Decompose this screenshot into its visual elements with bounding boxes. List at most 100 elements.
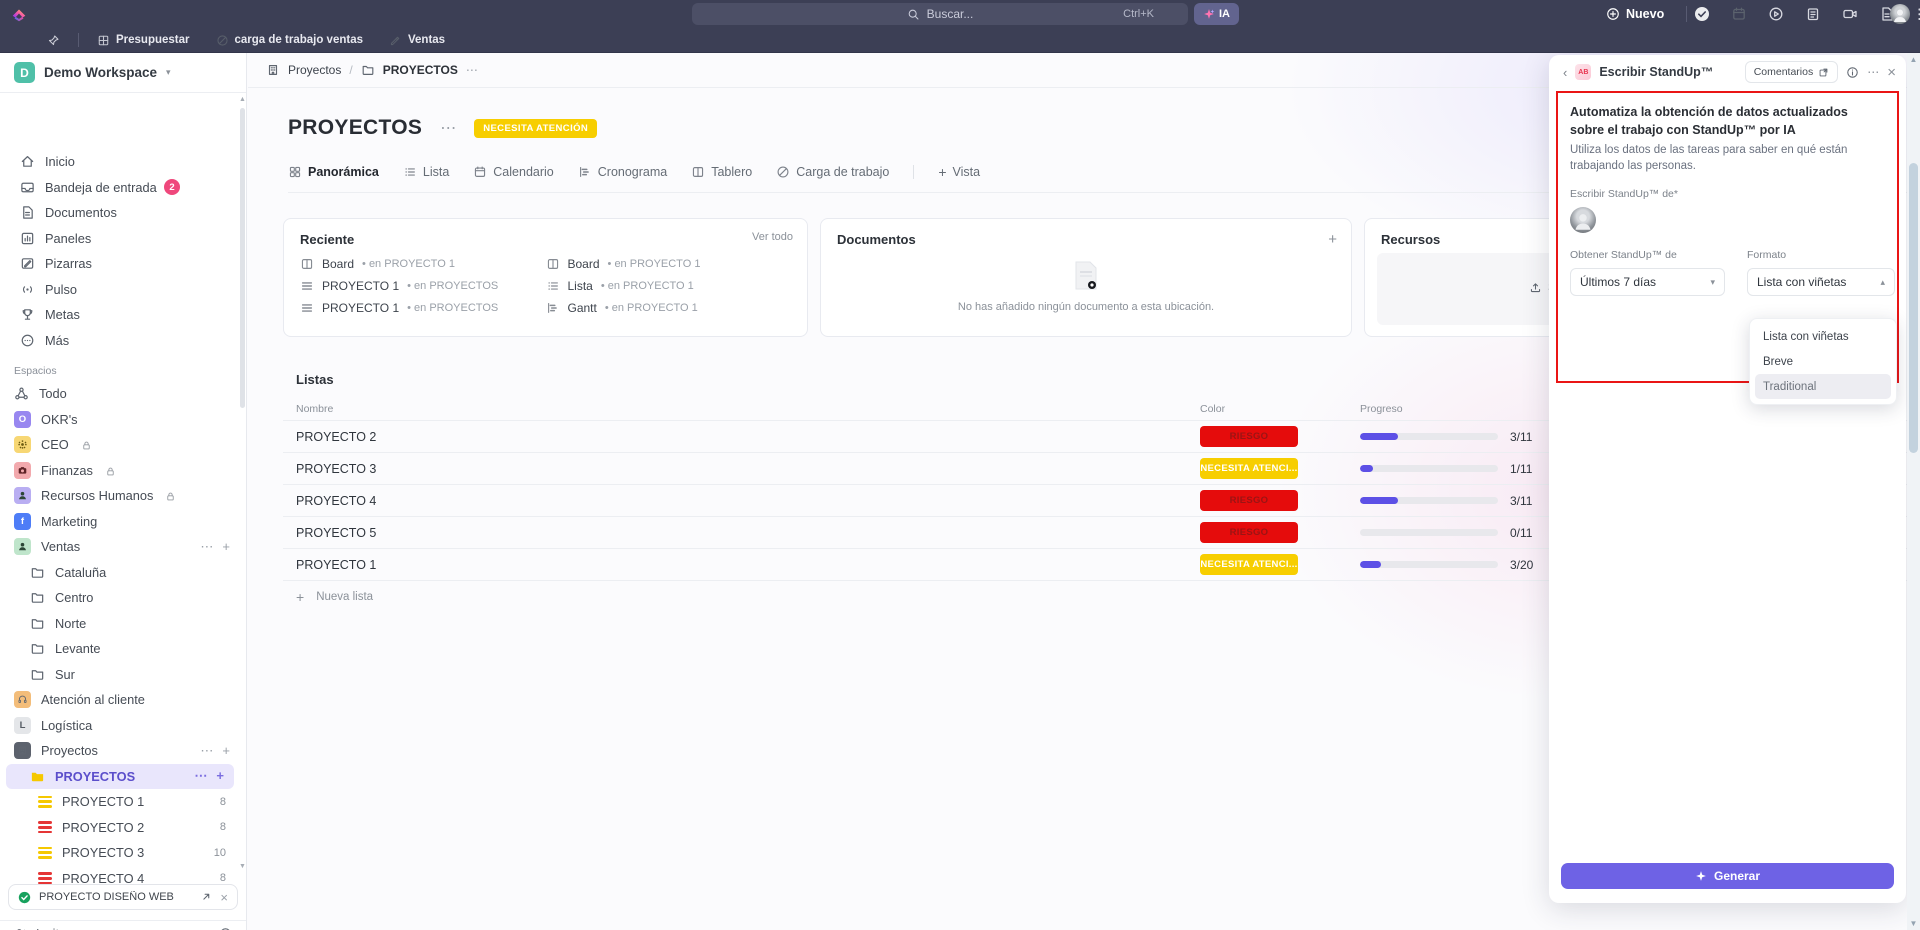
lista-row-proyecto-5[interactable]: PROYECTO 5 RIESGO 0/11 [283, 517, 1920, 549]
row-name[interactable]: PROYECTO 2 [296, 429, 377, 444]
new-list-button[interactable]: + Nueva lista [283, 581, 1920, 613]
reciente-item-5[interactable]: Gantt • en PROYECTO 1 [546, 301, 792, 315]
apps-icon[interactable] [1916, 6, 1920, 22]
scroll-down-icon[interactable]: ▼ [1909, 919, 1918, 928]
user-avatar[interactable] [1890, 4, 1910, 24]
sidebar-scroll-thumb[interactable] [240, 108, 245, 408]
workspace-switcher[interactable]: D Demo Workspace ▾ [0, 53, 246, 93]
sidebar-space-norte[interactable]: Norte [0, 611, 240, 637]
range-select[interactable]: Últimos 7 días ▾ [1570, 268, 1725, 297]
tab-calendario[interactable]: Calendario [473, 165, 554, 179]
clickup-logo-icon[interactable] [10, 5, 28, 23]
row-name[interactable]: PROYECTO 5 [296, 525, 377, 540]
sidebar-space-atenci-n-al-cliente[interactable]: Atención al cliente [0, 687, 240, 713]
format-option-traditional[interactable]: Traditional [1755, 374, 1891, 399]
lista-row-proyecto-1[interactable]: PROYECTO 1 NECESITA ATENCI... 3/20 [283, 549, 1920, 581]
window-scrollbar[interactable]: ▲ ▼ [1907, 53, 1920, 930]
row-name[interactable]: PROYECTO 1 [296, 557, 377, 572]
scroll-down-icon[interactable]: ▼ [239, 863, 246, 870]
row-name[interactable]: PROYECTO 4 [296, 493, 377, 508]
help-icon[interactable] [219, 927, 232, 930]
sidebar-item-bandeja-de-entrada[interactable]: Bandeja de entrada 2 [0, 175, 240, 201]
reciente-item-4[interactable]: Lista • en PROYECTO 1 [546, 279, 792, 293]
sidebar-space-centro[interactable]: Centro [0, 585, 240, 611]
generate-button[interactable]: Generar [1561, 863, 1894, 889]
play-circle-icon[interactable] [1768, 6, 1784, 22]
expand-icon[interactable] [199, 891, 212, 904]
status-badge[interactable]: NECESITA ATENCIÓN [474, 118, 598, 138]
pinned-tab-1[interactable]: carga de trabajo ventas [216, 34, 363, 47]
lista-row-proyecto-4[interactable]: PROYECTO 4 RIESGO 3/11 [283, 485, 1920, 517]
back-chevron-icon[interactable]: ‹ [1563, 64, 1568, 80]
col-color[interactable]: Color [1200, 402, 1226, 415]
col-progreso[interactable]: Progreso [1360, 402, 1403, 415]
tab-cronograma[interactable]: Cronograma [578, 165, 667, 179]
sidebar-space-ceo[interactable]: CEO [0, 432, 240, 458]
more-icon[interactable]: ⋯ [194, 768, 208, 784]
panel-more-icon[interactable]: ⋯ [1867, 65, 1880, 79]
add-doc-icon[interactable]: + [1328, 231, 1337, 248]
status-chip[interactable]: NECESITA ATENCI... [1200, 554, 1298, 575]
video-icon[interactable] [1842, 6, 1858, 22]
sidebar-item-pulso[interactable]: Pulso [0, 277, 240, 303]
sidebar-list-proyecto-4[interactable]: PROYECTO 4 8 [0, 866, 240, 892]
calendar-icon[interactable] [1731, 6, 1747, 22]
format-select[interactable]: Lista con viñetas ▴ [1747, 268, 1895, 297]
invite-row[interactable]: Invitar [0, 920, 246, 930]
status-chip[interactable]: RIESGO [1200, 490, 1298, 511]
ai-button[interactable]: IA [1194, 3, 1239, 25]
add-icon[interactable]: + [216, 768, 224, 784]
breadcrumb-space[interactable]: Proyectos [288, 63, 342, 77]
new-button[interactable]: Nuevo [1606, 0, 1664, 28]
minimized-task-card[interactable]: PROYECTO DISEÑO WEB × [8, 884, 238, 910]
status-chip[interactable]: RIESGO [1200, 426, 1298, 447]
panel-close-icon[interactable]: × [1887, 63, 1896, 81]
sidebar-space-sur[interactable]: Sur [0, 662, 240, 688]
sidebar-space-todo[interactable]: Todo [0, 381, 240, 407]
window-scroll-thumb[interactable] [1909, 163, 1918, 453]
pinned-tab-0[interactable]: Presupuestar [97, 34, 190, 47]
add-icon[interactable]: + [222, 538, 230, 554]
scroll-up-icon[interactable]: ▲ [1909, 55, 1918, 64]
tab-panor-mica[interactable]: Panorámica [288, 165, 379, 179]
sidebar-folder-proyectos[interactable]: PROYECTOS ⋯ + [6, 763, 234, 789]
sidebar-list-proyecto-1[interactable]: PROYECTO 1 8 [0, 789, 240, 815]
tab-tablero[interactable]: Tablero [691, 165, 752, 179]
add-icon[interactable]: + [222, 742, 230, 758]
format-option-breve[interactable]: Breve [1763, 355, 1794, 368]
sidebar-list-proyecto-3[interactable]: PROYECTO 3 10 [0, 840, 240, 866]
tab-lista[interactable]: Lista [403, 165, 449, 179]
author-avatar[interactable] [1570, 207, 1596, 234]
sidebar-space-finanzas[interactable]: Finanzas [0, 458, 240, 484]
col-nombre[interactable]: Nombre [296, 402, 334, 415]
sidebar-space-ventas[interactable]: Ventas ⋯ + [0, 534, 240, 560]
add-view-button[interactable]: + Vista [938, 164, 980, 180]
breadcrumb-more-icon[interactable]: ⋯ [465, 63, 479, 77]
row-name[interactable]: PROYECTO 3 [296, 461, 377, 476]
title-more-icon[interactable]: ⋯ [440, 120, 457, 137]
sidebar-list-proyecto-2[interactable]: PROYECTO 2 8 [0, 815, 240, 841]
comentarios-button[interactable]: Comentarios [1744, 61, 1839, 83]
sidebar-space-proyectos[interactable]: Proyectos ⋯ + [0, 738, 240, 764]
lista-row-proyecto-2[interactable]: PROYECTO 2 RIESGO 3/11 [283, 421, 1920, 453]
reciente-item-2[interactable]: PROYECTO 1 • en PROYECTOS [300, 301, 546, 315]
info-icon[interactable] [1846, 66, 1859, 79]
sidebar-space-log-stica[interactable]: L Logística [0, 713, 240, 739]
sidebar-item-m-s[interactable]: Más [0, 328, 240, 354]
more-icon[interactable]: ⋯ [200, 742, 214, 758]
ver-todo-link[interactable]: Ver todo [752, 231, 793, 243]
sidebar-item-metas[interactable]: Metas [0, 302, 240, 328]
check-circle-icon[interactable] [1694, 6, 1710, 22]
sidebar-space-levante[interactable]: Levante [0, 636, 240, 662]
more-icon[interactable]: ⋯ [200, 538, 214, 554]
search-input[interactable]: Buscar... Ctrl+K [692, 3, 1188, 25]
pinned-tab-2[interactable]: Ventas [389, 34, 445, 47]
format-option-lista-con-vi-etas[interactable]: Lista con viñetas [1763, 330, 1849, 343]
sidebar-space-okr-s[interactable]: O OKR's [0, 407, 240, 433]
close-icon[interactable]: × [220, 889, 228, 905]
sidebar-space-recursos-humanos[interactable]: Recursos Humanos [0, 483, 240, 509]
status-chip[interactable]: RIESGO [1200, 522, 1298, 543]
reciente-item-0[interactable]: Board • en PROYECTO 1 [300, 257, 546, 271]
sidebar-space-marketing[interactable]: f Marketing [0, 509, 240, 535]
status-chip[interactable]: NECESITA ATENCI... [1200, 458, 1298, 479]
